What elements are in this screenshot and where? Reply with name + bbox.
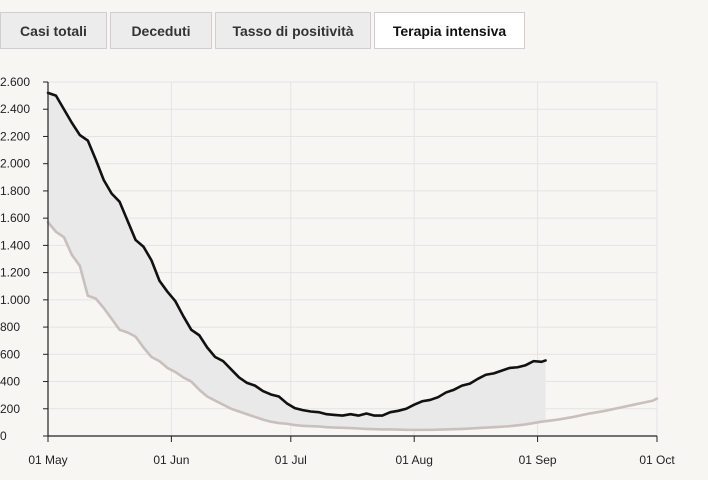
- y-tick-label: 1.800: [0, 184, 30, 198]
- y-tick-label: 200: [0, 402, 20, 416]
- y-tick-label: 2.200: [0, 129, 30, 143]
- x-tick-label: 01 Aug: [396, 453, 433, 467]
- tab-terapia-intensiva[interactable]: Terapia intensiva: [374, 12, 525, 49]
- y-tick-label: 2.600: [0, 75, 30, 89]
- y-tick-label: 400: [0, 375, 20, 389]
- series-line-current: [46, 91, 547, 417]
- y-tick-label: 800: [0, 320, 20, 334]
- x-tick-label: 01 Jul: [275, 453, 307, 467]
- tab-tasso-di-positivita[interactable]: Tasso di positività: [215, 12, 371, 49]
- y-tick-label: 2.400: [0, 102, 30, 116]
- y-tick-label: 2.000: [0, 157, 30, 171]
- line-chart: 0 200 400 600 800 1.000 1.200 1.400 1.600 1.800 2.…: [0, 75, 675, 467]
- y-tick-label: 1.200: [0, 266, 30, 280]
- series-line-previous: [46, 220, 659, 432]
- y-tick-label: 1.000: [0, 293, 30, 307]
- x-tick-label: 01 Jun: [153, 453, 189, 467]
- x-tick-label: 01 May: [28, 453, 67, 467]
- y-tick-label: 600: [0, 347, 20, 361]
- y-tick-label: 1.600: [0, 211, 30, 225]
- y-tick-label: 0: [0, 429, 7, 443]
- tab-deceduti[interactable]: Deceduti: [110, 12, 212, 49]
- y-tick-label: 1.400: [0, 238, 30, 252]
- x-tick-label: 01 Oct: [639, 453, 675, 467]
- tab-casi-totali[interactable]: Casi totali: [0, 12, 107, 49]
- x-tick-label: 01 Sep: [519, 453, 557, 467]
- band-area: [48, 92, 546, 430]
- chart-container: 0 200 400 600 800 1.000 1.200 1.400 1.600 1.800 2.…: [0, 70, 708, 470]
- tab-bar: Casi totali Deceduti Tasso di positività…: [0, 12, 525, 50]
